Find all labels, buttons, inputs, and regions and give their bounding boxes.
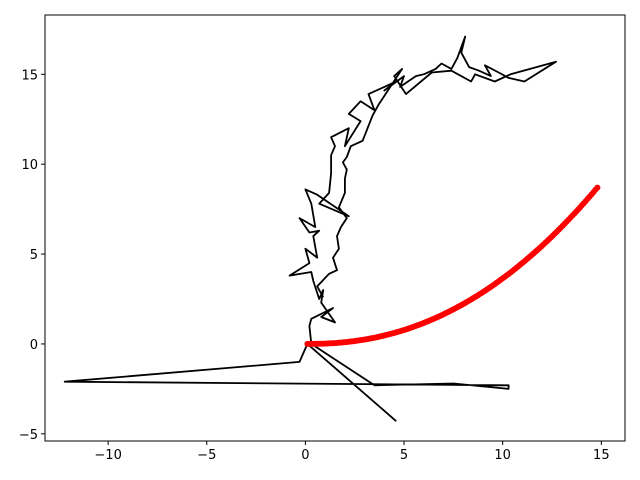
y-tick-label: 0 xyxy=(30,338,38,353)
y-tick-label: 5 xyxy=(30,248,38,263)
plot-area xyxy=(63,35,601,422)
y-tick-label: −5 xyxy=(19,428,38,443)
x-tick-label: −10 xyxy=(94,448,121,463)
x-axis: −10 −5 0 5 10 15 xyxy=(94,441,610,463)
x-tick-label: −5 xyxy=(197,448,216,463)
plot-frame xyxy=(44,14,626,442)
plot-background xyxy=(45,15,625,441)
x-tick-label: 0 xyxy=(301,448,309,463)
black-line-series xyxy=(63,35,557,422)
red-marker-point xyxy=(594,184,601,191)
y-tick-label: 15 xyxy=(21,68,38,83)
y-tick-label: 10 xyxy=(21,158,38,173)
y-axis: −5 0 5 10 15 xyxy=(19,68,45,443)
x-tick-label: 10 xyxy=(494,448,511,463)
x-tick-label: 15 xyxy=(593,448,610,463)
red-marker-series xyxy=(304,184,601,347)
x-tick-label: 5 xyxy=(400,448,408,463)
